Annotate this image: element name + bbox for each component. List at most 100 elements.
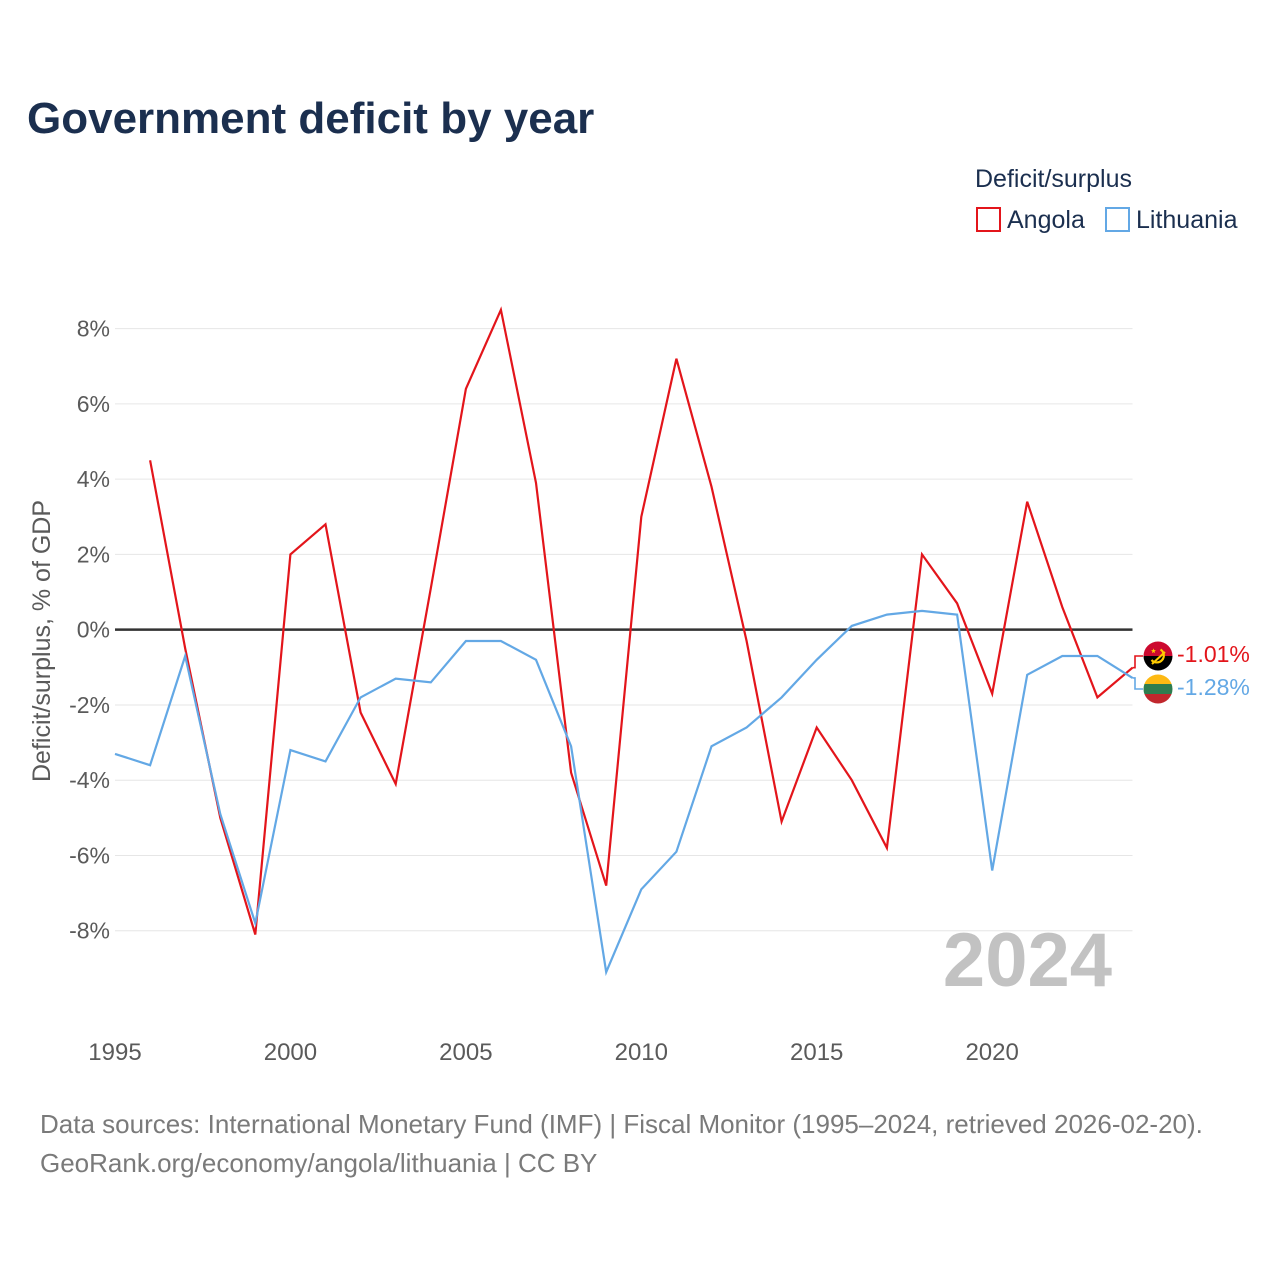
- data-point-angola-2000: [287, 551, 293, 557]
- data-point-lithuania-1997: [182, 653, 188, 659]
- series-line-lithuania: [114, 609, 1134, 977]
- y-axis-title: Deficit/surplus, % of GDP: [28, 500, 56, 782]
- lithuania-flag-icon: [1143, 674, 1173, 704]
- end-value-label-angola: -1.01%: [1177, 641, 1250, 667]
- y-tick-label: 6%: [77, 391, 110, 417]
- data-point-angola-2007: [533, 480, 539, 486]
- x-tick-label: 2020: [965, 1039, 1018, 1066]
- data-point-angola-2019: [954, 600, 960, 606]
- data-point-angola-2016: [849, 777, 855, 783]
- x-axis-tick-labels: 1995 2000 2005 2010 2015 2020: [88, 1039, 1019, 1066]
- x-tick-label: 2010: [615, 1039, 668, 1066]
- gridlines: [115, 328, 1133, 932]
- data-point-lithuania-2006: [498, 638, 504, 644]
- data-point-lithuania-2017: [884, 612, 890, 618]
- data-point-lithuania-2012: [709, 743, 715, 749]
- data-point-lithuania-2014: [779, 694, 785, 700]
- data-point-lithuania-2008: [568, 743, 574, 749]
- legend-swatch-angola: [976, 207, 1001, 232]
- data-point-lithuania-2013: [744, 725, 750, 731]
- data-point-angola-2001: [323, 521, 329, 527]
- source-note: Data sources: International Monetary Fun…: [40, 1109, 1203, 1139]
- data-point-lithuania-2007: [533, 657, 539, 663]
- data-point-angola-2015: [814, 725, 820, 731]
- data-point-lithuania-2018: [919, 608, 925, 614]
- legend: Deficit/surplus Angola Lithuania: [975, 165, 1238, 234]
- data-point-lithuania-2002: [358, 694, 364, 700]
- data-point-lithuania-2016: [849, 623, 855, 629]
- end-label-connectors: [1132, 655, 1143, 690]
- y-tick-label: 0%: [77, 617, 110, 643]
- y-tick-label: 2%: [77, 541, 110, 567]
- y-axis-tick-labels: 8% 6% 4% 2% 0% -2% -4% -6% -8%: [69, 316, 110, 944]
- data-point-lithuania-2005: [463, 638, 469, 644]
- y-tick-label: -8%: [69, 918, 110, 944]
- data-point-angola-2008: [568, 770, 574, 776]
- data-point-lithuania-2009: [603, 969, 609, 975]
- end-label-lithuania: -1.28%: [1143, 674, 1250, 704]
- data-point-angola-1996: [147, 457, 153, 463]
- chart-title: Government deficit by year: [27, 94, 594, 143]
- data-point-lithuania-1996: [147, 762, 153, 768]
- data-point-lithuania-1995: [112, 751, 118, 757]
- data-point-angola-2018: [919, 551, 925, 557]
- data-point-lithuania-2001: [323, 758, 329, 764]
- series-lithuania: [112, 608, 1134, 977]
- end-value-label-lithuania: -1.28%: [1177, 674, 1250, 700]
- legend-title: Deficit/surplus: [975, 165, 1132, 193]
- x-tick-label: 2000: [264, 1039, 317, 1066]
- data-point-lithuania-2020: [989, 868, 995, 874]
- legend-label-lithuania: Lithuania: [1136, 206, 1238, 234]
- data-point-angola-2011: [673, 356, 679, 362]
- x-tick-label: 2005: [439, 1039, 492, 1066]
- data-point-lithuania-1998: [217, 811, 223, 817]
- data-point-lithuania-2021: [1024, 672, 1030, 678]
- data-point-angola-2010: [638, 514, 644, 520]
- series-line-angola: [149, 306, 1134, 935]
- data-point-lithuania-2011: [673, 849, 679, 855]
- data-point-angola-2003: [393, 781, 399, 787]
- data-point-angola-2013: [744, 638, 750, 644]
- data-point-lithuania-2010: [638, 886, 644, 892]
- series-angola: [147, 306, 1134, 938]
- x-tick-label: 2015: [790, 1039, 843, 1066]
- data-point-angola-2023: [1094, 694, 1100, 700]
- data-point-angola-2017: [884, 845, 890, 851]
- data-point-angola-1999: [252, 932, 258, 938]
- source-link-license: GeoRank.org/economy/angola/lithuania | C…: [40, 1148, 597, 1178]
- data-point-lithuania-2019: [954, 612, 960, 618]
- data-point-angola-1997: [182, 646, 188, 652]
- data-point-lithuania-2022: [1059, 653, 1065, 659]
- legend-label-angola: Angola: [1007, 206, 1085, 234]
- y-tick-label: -2%: [69, 692, 110, 718]
- data-point-lithuania-2015: [814, 657, 820, 663]
- end-label-connector-lithuania: [1132, 677, 1143, 690]
- data-point-angola-2004: [428, 585, 434, 591]
- y-tick-label: -6%: [69, 842, 110, 868]
- data-point-angola-2014: [779, 819, 785, 825]
- data-point-angola-2002: [358, 710, 364, 716]
- legend-item-lithuania[interactable]: Lithuania: [1105, 206, 1238, 234]
- end-label-connector-angola: [1132, 655, 1143, 669]
- y-tick-label: 8%: [77, 316, 110, 342]
- legend-swatch-lithuania: [1105, 207, 1130, 232]
- data-point-angola-2006: [498, 307, 504, 313]
- data-point-angola-2012: [709, 484, 715, 490]
- data-point-angola-2020: [989, 691, 995, 697]
- data-point-angola-2022: [1059, 604, 1065, 610]
- end-label-angola: -1.01%: [1143, 641, 1250, 671]
- current-year-overlay: 2024: [943, 918, 1112, 1003]
- y-tick-label: -4%: [69, 767, 110, 793]
- series-layer: [112, 306, 1134, 977]
- data-point-lithuania-2023: [1094, 653, 1100, 659]
- data-point-angola-2005: [463, 386, 469, 392]
- data-point-angola-2021: [1024, 499, 1030, 505]
- y-tick-label: 4%: [77, 466, 110, 492]
- data-point-lithuania-2003: [393, 676, 399, 682]
- data-point-angola-2009: [603, 883, 609, 889]
- legend-item-angola[interactable]: Angola: [976, 206, 1085, 234]
- x-tick-label: 1995: [88, 1039, 141, 1066]
- data-point-lithuania-1999: [252, 920, 258, 926]
